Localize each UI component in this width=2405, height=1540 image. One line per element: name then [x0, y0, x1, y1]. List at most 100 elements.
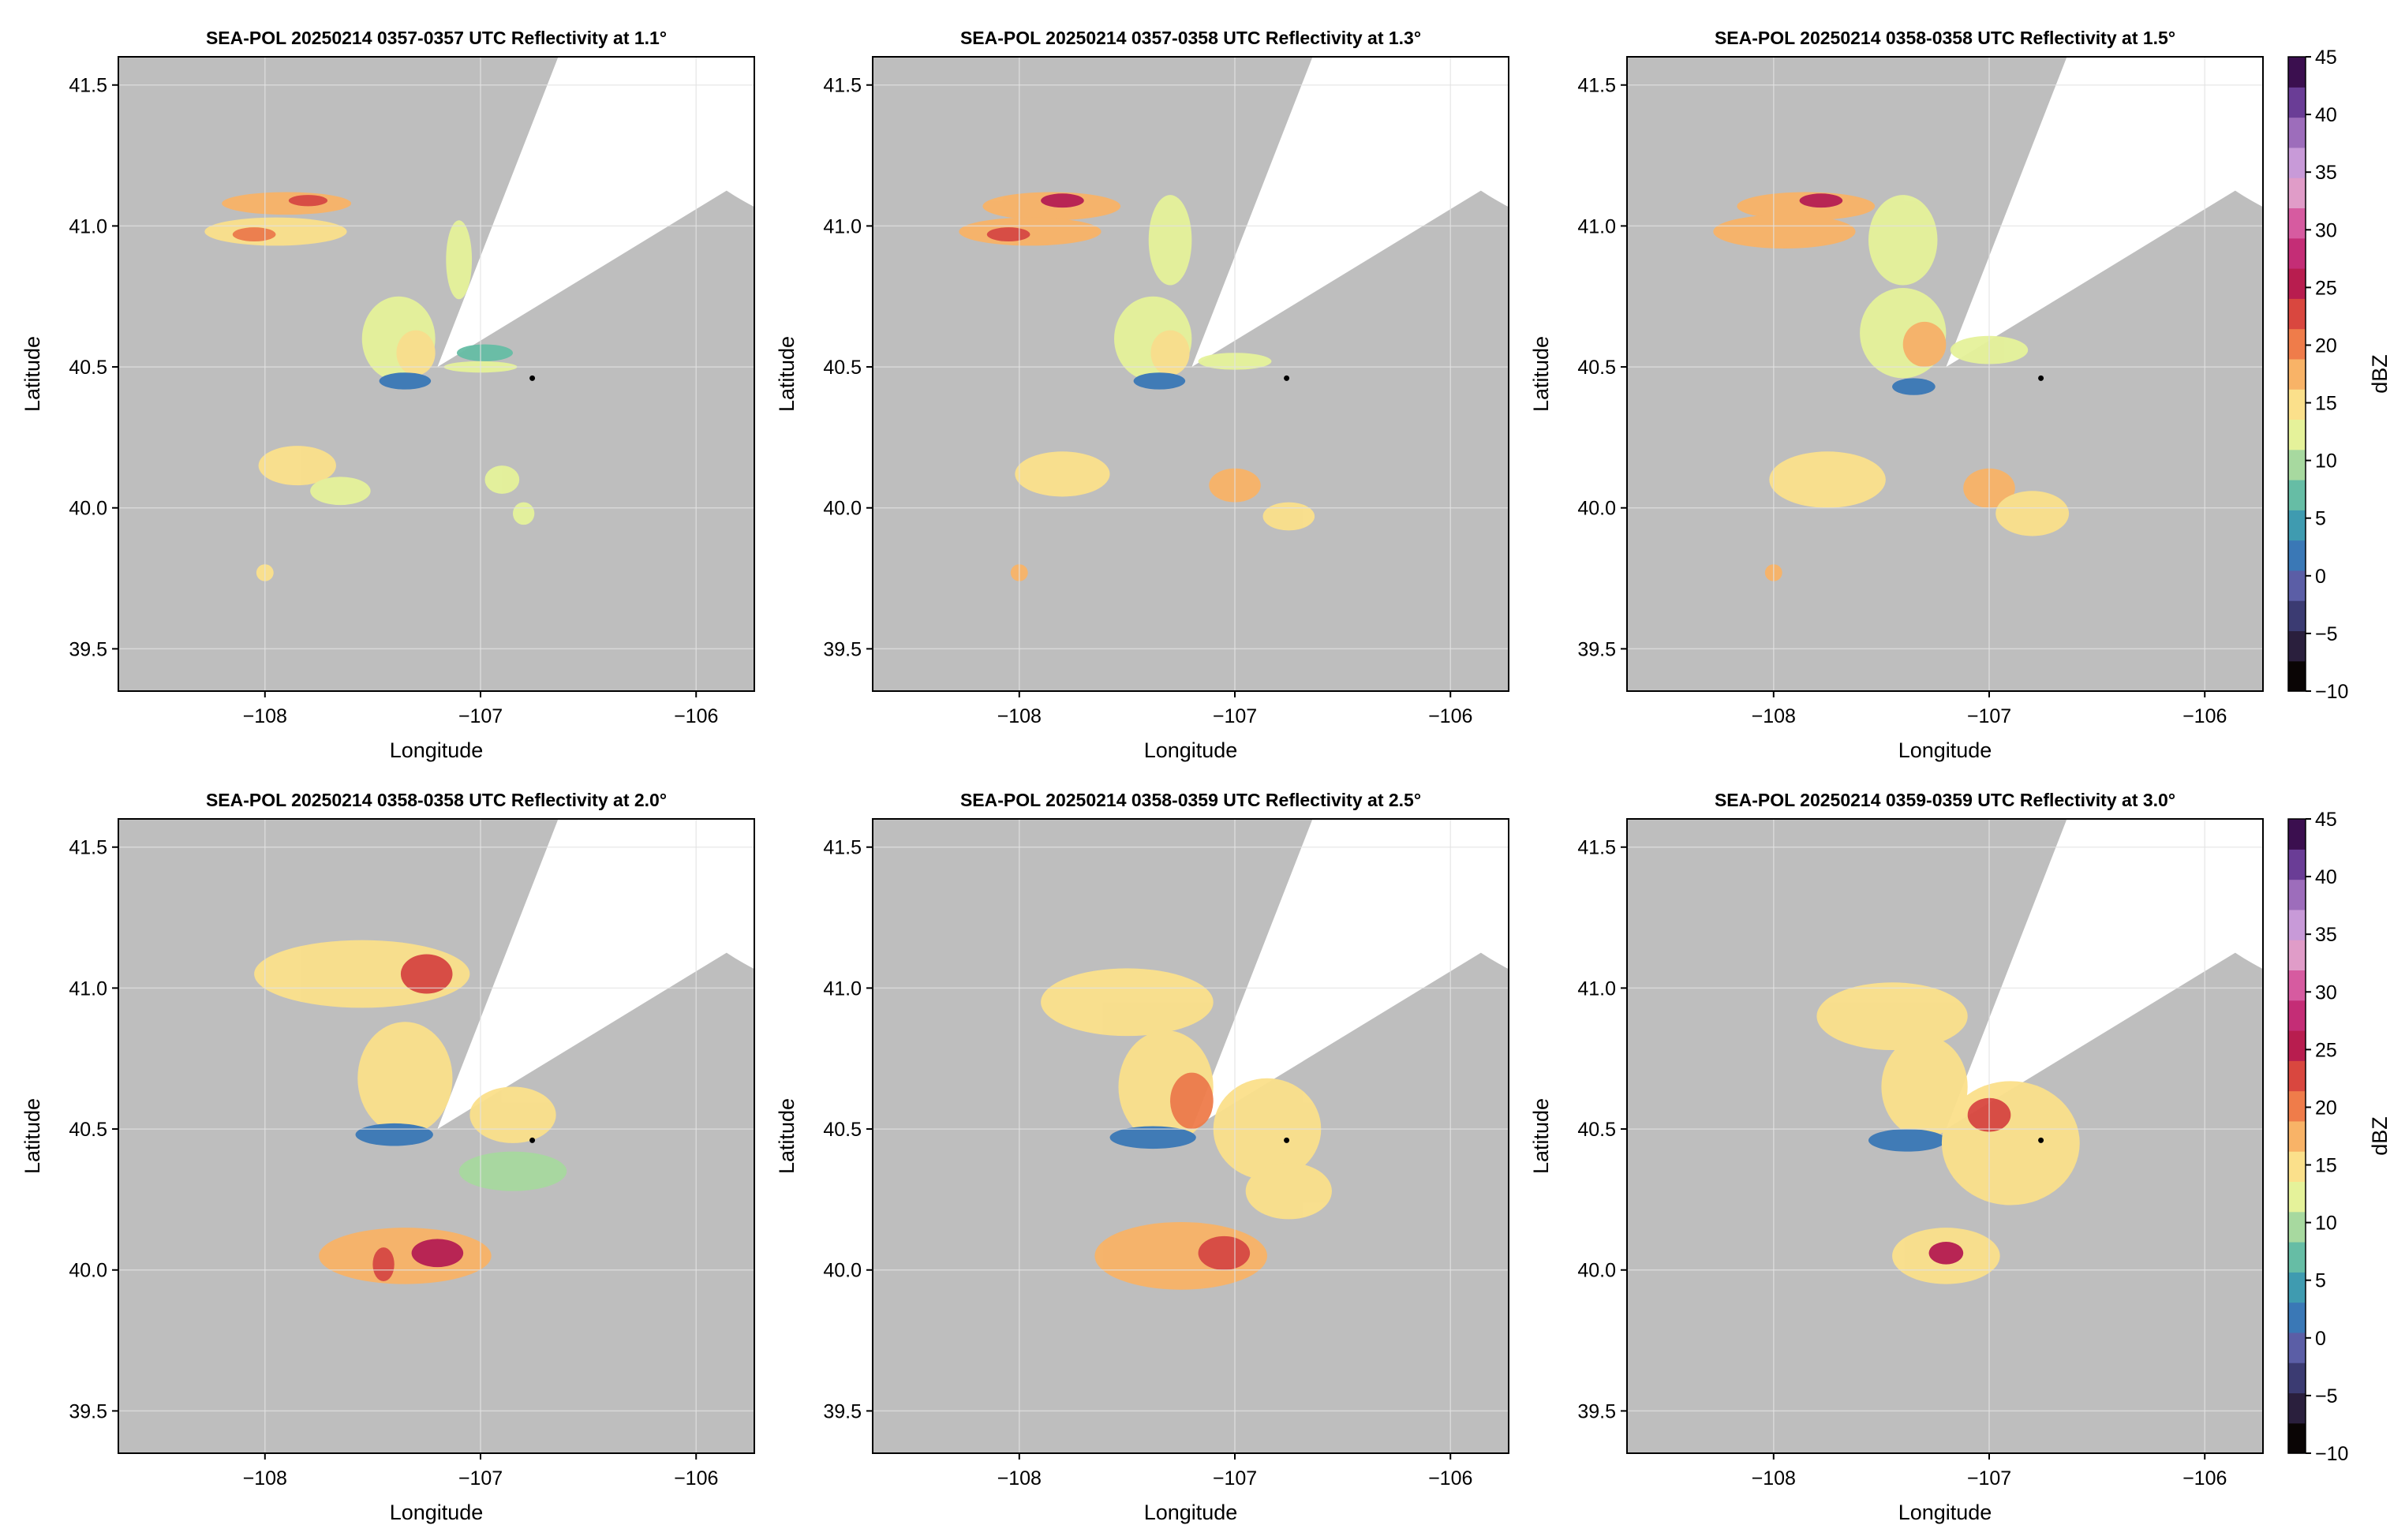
echo-cell — [310, 477, 371, 506]
y-axis-label: Latitude — [1529, 1098, 1553, 1174]
y-tick-label: 40.0 — [1577, 1260, 1616, 1282]
radar-coverage-area — [437, 819, 754, 1130]
echo-cell — [372, 1247, 395, 1282]
y-tick-label: 40.0 — [823, 498, 862, 520]
colorbar-tick-label: 45 — [2315, 47, 2337, 69]
y-axis-label: Latitude — [775, 1098, 799, 1174]
y-tick-label: 41.0 — [823, 215, 862, 237]
panel-title: SEA-POL 20250214 0358-0358 UTC Reflectiv… — [206, 790, 667, 810]
panel-title: SEA-POL 20250214 0359-0359 UTC Reflectiv… — [1715, 790, 2175, 810]
y-tick-label: 39.5 — [1577, 638, 1616, 660]
x-tick-label: −106 — [674, 705, 718, 727]
site-marker — [529, 1137, 536, 1143]
echo-cell — [1713, 215, 1856, 249]
colorbar-segment — [2288, 540, 2306, 571]
colorbar-segment — [2288, 1272, 2306, 1303]
x-tick-label: −106 — [1428, 1467, 1472, 1490]
radar-panel-3: −108 −107 −106 41.5 41.0 40.5 40.0 39.5 SEA-POL … — [1529, 28, 2264, 762]
x-tick-label: −106 — [2182, 1467, 2227, 1490]
colorbar-segment — [2288, 1211, 2306, 1243]
colorbar-segment — [2288, 298, 2306, 330]
y-tick-label: 40.5 — [69, 1119, 107, 1141]
colorbar-segment — [2288, 510, 2306, 541]
colorbar-frame — [2287, 56, 2306, 692]
colorbar-segment — [2288, 358, 2306, 390]
echo-cell — [288, 195, 328, 207]
y-tick-label: 40.0 — [69, 1260, 107, 1282]
echo-cell — [1902, 321, 1947, 368]
panel-title: SEA-POL 20250214 0357-0358 UTC Reflectiv… — [960, 28, 1421, 48]
radar-panel-4: −108 −107 −106 41.5 41.0 40.5 40.0 39.5 SEA-POL … — [21, 790, 755, 1524]
grid-lines — [873, 57, 1509, 691]
echo-cell — [1133, 372, 1186, 390]
site-marker — [2038, 375, 2044, 381]
echo-cell — [1995, 491, 2070, 536]
echo-cell — [396, 330, 436, 376]
axes-frame — [872, 56, 1509, 692]
colorbar-tick-label: 0 — [2315, 566, 2326, 588]
y-tick-label: 41.5 — [1577, 837, 1616, 859]
y-tick-label: 40.5 — [823, 1119, 862, 1141]
radar-coverage-area — [1946, 57, 2263, 368]
colorbar-segment — [2288, 207, 2306, 239]
colorbar-tick-label: 0 — [2315, 1328, 2326, 1350]
echo-cell — [379, 372, 432, 390]
x-tick-label: −106 — [674, 1467, 718, 1490]
y-tick-label: 41.5 — [1577, 75, 1616, 97]
y-tick-label: 41.5 — [823, 837, 862, 859]
panel-title: SEA-POL 20250214 0358-0359 UTC Reflectiv… — [960, 790, 1421, 810]
axes-frame — [118, 56, 755, 692]
y-tick-label: 39.5 — [69, 638, 107, 660]
reflectivity-echoes — [204, 192, 535, 581]
y-tick-label: 41.0 — [1577, 215, 1616, 237]
echo-cell — [1109, 1126, 1196, 1149]
echo-cell — [1769, 451, 1886, 508]
echo-cell — [1799, 193, 1843, 208]
echo-cell — [319, 1228, 492, 1284]
axes-frame — [1626, 818, 2264, 1454]
echo-cell — [469, 1086, 556, 1143]
colorbar-segment — [2288, 1422, 2306, 1454]
y-axis-label: Latitude — [21, 1098, 44, 1174]
x-tick-label: −108 — [243, 705, 287, 727]
echo-cell — [222, 192, 352, 215]
y-axis-label: Latitude — [1529, 336, 1553, 412]
colorbar-segment — [2288, 970, 2306, 1001]
colorbar-segment — [2288, 389, 2306, 421]
x-tick-label: −107 — [1213, 1467, 1257, 1490]
y-tick-label: 39.5 — [69, 1400, 107, 1422]
colorbar-tick-label: −5 — [2315, 623, 2338, 645]
colorbar: 45 40 35 30 25 20 15 10 5 0 −5 −10 dBZ — [2287, 809, 2392, 1465]
colorbar-tick-label: 25 — [2315, 277, 2337, 299]
radar-panel-1: −108 −107 −106 41.5 41.0 40.5 40.0 39.5 SEA-POL … — [21, 28, 755, 762]
colorbar-tick-label: 40 — [2315, 104, 2337, 126]
axes-frame — [872, 818, 1509, 1454]
axes-frame — [118, 818, 755, 1454]
radar-coverage-area — [1946, 819, 2263, 1130]
colorbar-tick-label: −10 — [2315, 681, 2348, 703]
y-tick-label: 40.0 — [69, 498, 107, 520]
colorbar-segment — [2288, 419, 2306, 450]
echo-cell — [400, 954, 453, 994]
site-marker — [529, 375, 536, 381]
y-tick-label: 41.5 — [823, 75, 862, 97]
colorbar-segment — [2288, 1362, 2306, 1394]
colorbar-segment — [2288, 1090, 2306, 1122]
site-marker — [1284, 1137, 1290, 1143]
grid-lines — [873, 819, 1509, 1453]
colorbar-tick-label: 5 — [2315, 508, 2326, 530]
colorbar-segment — [2288, 879, 2306, 910]
echo-cell — [1198, 1235, 1251, 1270]
colorbar-segment — [2288, 1302, 2306, 1333]
y-tick-label: 39.5 — [823, 1400, 862, 1422]
y-tick-label: 41.5 — [69, 75, 107, 97]
colorbar-segment — [2288, 1151, 2306, 1183]
y-tick-label: 41.0 — [69, 215, 107, 237]
colorbar-tick-label: 15 — [2315, 1155, 2337, 1177]
x-tick-label: −108 — [1752, 705, 1796, 727]
x-axis-label: Longitude — [390, 738, 484, 762]
colorbar-segment — [2288, 268, 2306, 299]
colorbar-tick-label: 35 — [2315, 162, 2337, 184]
colorbar-segment — [2288, 1181, 2306, 1213]
radar-panel-6: −108 −107 −106 41.5 41.0 40.5 40.0 39.5 SEA-POL … — [1529, 790, 2264, 1524]
